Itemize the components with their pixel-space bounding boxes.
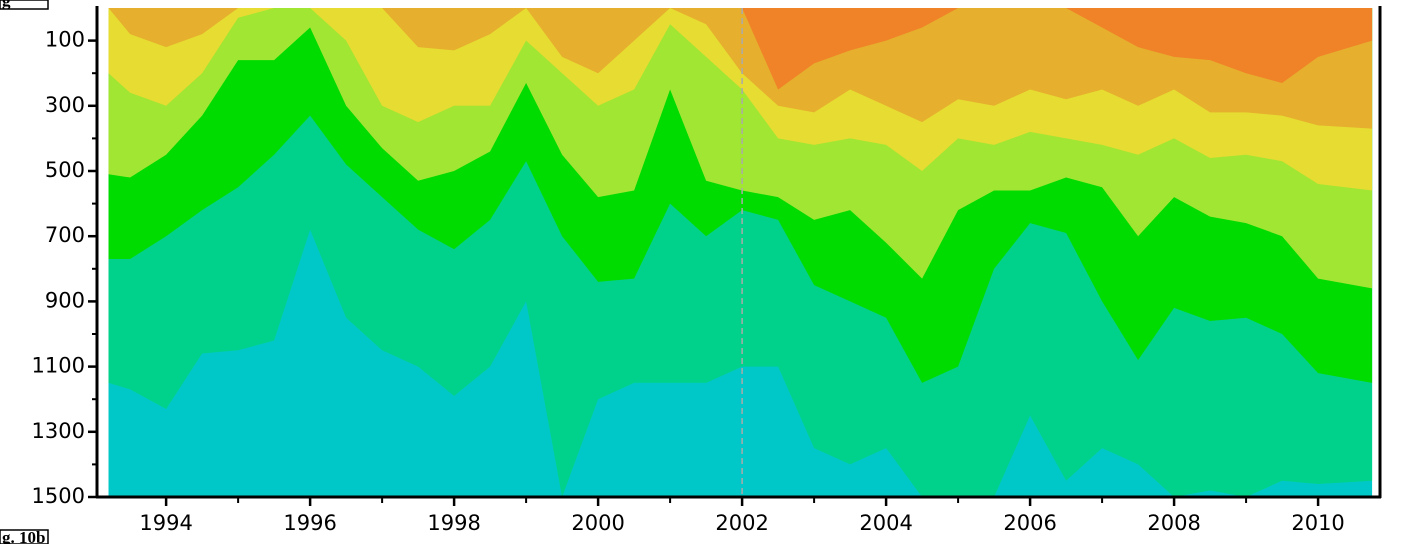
corner-label: g xyxy=(2,0,11,10)
y-tick-label: 900 xyxy=(45,288,85,312)
y-tick-label: 300 xyxy=(45,93,85,117)
y-tick-label: 1500 xyxy=(32,484,85,508)
y-tick-label: 700 xyxy=(45,223,85,247)
x-tick-label: 1994 xyxy=(139,511,192,535)
x-tick-label: 2002 xyxy=(715,511,768,535)
corner-label: g. 10b xyxy=(2,528,45,544)
y-tick-label: 1100 xyxy=(32,354,85,378)
x-tick-label: 2010 xyxy=(1291,511,1344,535)
y-tick-label: 100 xyxy=(45,28,85,52)
contour-layer xyxy=(108,8,1373,129)
x-tick-label: 1996 xyxy=(283,511,336,535)
corner-box xyxy=(0,0,49,10)
x-tick-label: 2008 xyxy=(1147,511,1200,535)
x-tick-label: 2006 xyxy=(1003,511,1056,535)
x-tick-label: 2004 xyxy=(859,511,912,535)
x-tick-label: 1998 xyxy=(427,511,480,535)
y-tick-label: 1300 xyxy=(32,419,85,443)
x-tick-label: 2000 xyxy=(571,511,624,535)
contour-layer xyxy=(108,8,1373,90)
y-tick-label: 500 xyxy=(45,158,85,182)
